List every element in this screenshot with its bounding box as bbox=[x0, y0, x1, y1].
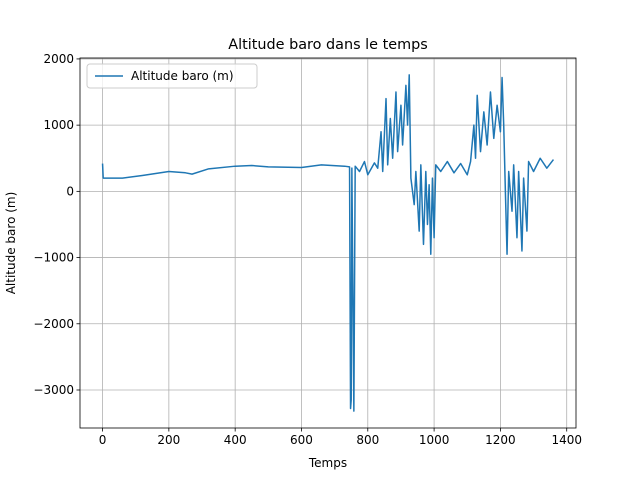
x-tick-label: 200 bbox=[157, 433, 180, 447]
x-tick-label: 1400 bbox=[551, 433, 582, 447]
x-tick-label: 600 bbox=[290, 433, 313, 447]
y-tick-label: −3000 bbox=[33, 383, 74, 397]
x-tick-label: 1000 bbox=[419, 433, 450, 447]
legend-box bbox=[86, 63, 258, 89]
x-axis-label: Temps bbox=[308, 456, 347, 470]
x-tick-label: 0 bbox=[99, 433, 107, 447]
y-axis-label: Altitude baro (m) bbox=[4, 192, 18, 295]
y-tick-label: 2000 bbox=[43, 52, 74, 66]
y-tick-label: 0 bbox=[66, 184, 74, 198]
x-tick-label: 1200 bbox=[485, 433, 516, 447]
x-tick-label: 800 bbox=[356, 433, 379, 447]
x-tick-label: 400 bbox=[224, 433, 247, 447]
y-tick-label: −1000 bbox=[33, 251, 74, 265]
plot-frame bbox=[79, 57, 577, 429]
y-tick-label: 1000 bbox=[43, 118, 74, 132]
legend-label: Altitude baro (m) bbox=[131, 69, 234, 83]
chart-title: Altitude baro dans le temps bbox=[228, 37, 427, 53]
y-tick-label: −2000 bbox=[33, 317, 74, 331]
line-series bbox=[101, 74, 555, 412]
